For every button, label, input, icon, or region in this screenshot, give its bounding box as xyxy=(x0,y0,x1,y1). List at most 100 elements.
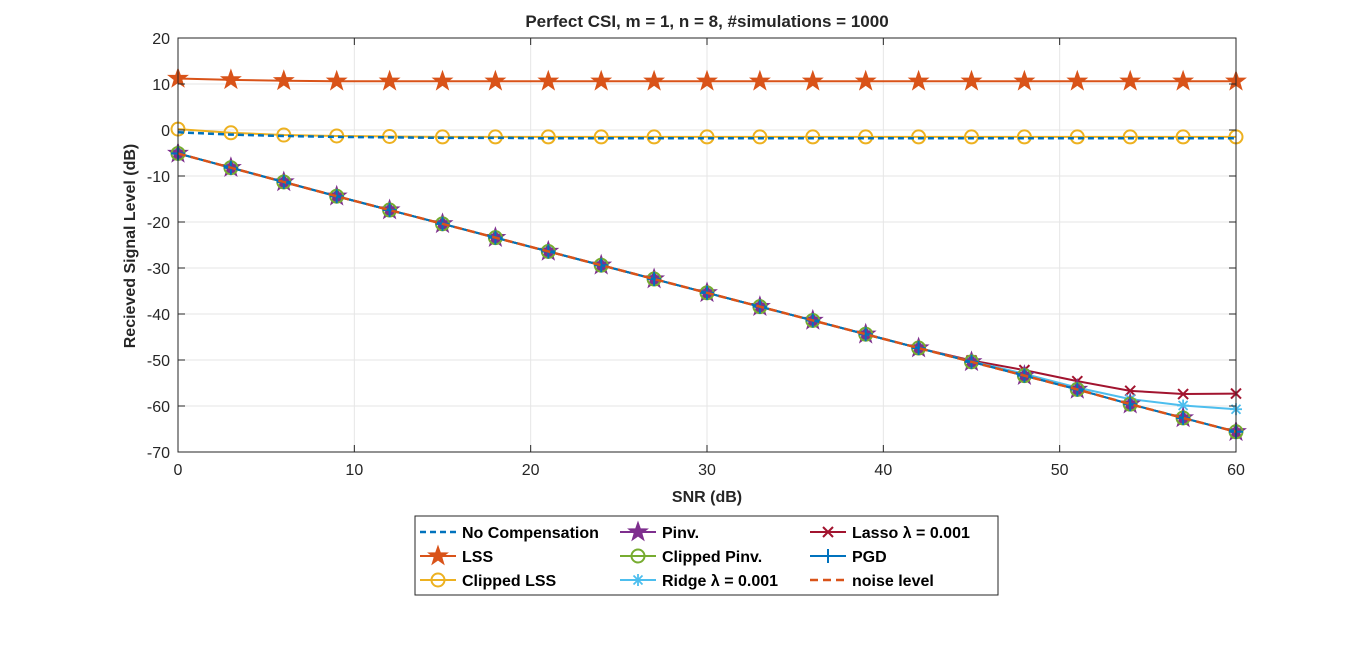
legend-marker xyxy=(427,544,449,566)
data-point xyxy=(1124,385,1136,397)
data-point xyxy=(907,69,930,91)
marker-star xyxy=(748,69,771,91)
marker-star xyxy=(427,544,449,566)
x-tick-label: 10 xyxy=(345,462,363,479)
marker-circle xyxy=(1122,129,1138,145)
marker-ast-d2 xyxy=(632,574,644,586)
legend-label: Clipped Pinv. xyxy=(662,549,762,566)
legend-entry: Clipped Pinv. xyxy=(620,548,762,566)
y-tick-label: -10 xyxy=(147,169,170,186)
legend-entry: LSS xyxy=(420,544,493,566)
y-tick-label: 20 xyxy=(152,31,170,48)
data-point xyxy=(911,129,927,145)
marker-star xyxy=(378,69,401,91)
x-tick-label: 30 xyxy=(698,462,716,479)
marker-circle xyxy=(752,129,768,145)
data-point xyxy=(748,69,771,91)
data-point xyxy=(752,129,768,145)
x-tick-label: 40 xyxy=(874,462,892,479)
marker-circle xyxy=(1069,129,1085,145)
marker-circle xyxy=(699,129,715,145)
marker-circle xyxy=(1175,129,1191,145)
marker-circle xyxy=(223,125,239,141)
series-clipped-lss xyxy=(170,121,1244,145)
legend-marker xyxy=(430,572,446,588)
data-point xyxy=(540,129,556,145)
legend-entry: No Compensation xyxy=(420,525,599,542)
data-point xyxy=(1122,129,1138,145)
marker-x-b xyxy=(1124,385,1136,397)
plot-area xyxy=(167,66,1247,442)
legend-entry: Lasso λ = 0.001 xyxy=(810,525,970,542)
data-point xyxy=(219,68,242,90)
marker-star xyxy=(590,69,613,91)
marker-circle xyxy=(646,129,662,145)
data-point xyxy=(431,69,454,91)
data-point xyxy=(484,69,507,91)
data-point xyxy=(964,129,979,145)
legend-label: Pinv. xyxy=(662,525,699,542)
legend: No Compensation LSS Clipped LSS Pinv. Clippe… xyxy=(414,515,999,596)
marker-x-b xyxy=(822,526,834,538)
data-point xyxy=(272,69,295,91)
data-point xyxy=(696,69,718,91)
legend-label: Ridge λ = 0.001 xyxy=(662,573,778,590)
data-point xyxy=(1069,129,1085,145)
x-tick-label: 0 xyxy=(174,462,183,479)
legend-entry: PGD xyxy=(810,549,887,566)
legend-marker xyxy=(822,526,834,538)
marker-star xyxy=(854,69,877,91)
legend-entry: Pinv. xyxy=(620,520,699,542)
legend-label: PGD xyxy=(852,549,887,566)
series-lss xyxy=(167,66,1247,91)
data-point xyxy=(1013,69,1036,91)
data-point xyxy=(378,69,401,91)
data-point xyxy=(1177,388,1189,400)
marker-star xyxy=(696,69,718,91)
marker-star xyxy=(431,69,454,91)
series-line-clipped-lss xyxy=(177,128,1236,138)
legend-entry: Clipped LSS xyxy=(420,572,557,590)
data-point xyxy=(1177,399,1190,412)
marker-circle xyxy=(964,129,979,145)
legend-marker xyxy=(627,520,649,542)
data-point xyxy=(699,129,715,145)
marker-star xyxy=(272,69,295,91)
marker-circle xyxy=(1016,129,1032,145)
legend-label: Clipped LSS xyxy=(462,573,557,590)
marker-circle xyxy=(858,129,874,145)
marker-x-b xyxy=(1177,388,1189,400)
marker-star xyxy=(537,69,560,91)
y-tick-label: -70 xyxy=(147,445,170,462)
legend-box xyxy=(414,515,999,596)
marker-star xyxy=(801,69,824,91)
x-tick-label: 60 xyxy=(1227,462,1245,479)
marker-star xyxy=(960,69,983,91)
data-point xyxy=(805,129,821,145)
y-tick-label: 10 xyxy=(152,77,170,94)
legend-marker xyxy=(821,549,835,563)
y-axis-label: Recieved Signal Level (dB) xyxy=(122,144,139,349)
legend-entry: noise level xyxy=(810,573,934,590)
marker-star xyxy=(627,520,649,542)
marker-star xyxy=(1066,69,1089,91)
marker-star xyxy=(484,69,507,91)
data-point xyxy=(646,129,662,145)
series-no-compensation xyxy=(177,131,1236,140)
y-tick-label: -60 xyxy=(147,399,170,416)
legend-label: LSS xyxy=(462,549,493,566)
data-point xyxy=(1066,69,1089,91)
legend-marker xyxy=(632,574,644,586)
x-axis-label: SNR (dB) xyxy=(672,489,742,506)
marker-star xyxy=(1119,69,1142,91)
data-point xyxy=(590,69,613,91)
marker-circle xyxy=(540,129,556,145)
data-point xyxy=(643,69,666,91)
data-point xyxy=(1119,69,1142,91)
marker-circle xyxy=(593,129,609,145)
data-point xyxy=(858,129,874,145)
y-tick-label: -30 xyxy=(147,261,170,278)
marker-star xyxy=(907,69,930,91)
marker-circle xyxy=(805,129,821,145)
data-point xyxy=(593,129,609,145)
